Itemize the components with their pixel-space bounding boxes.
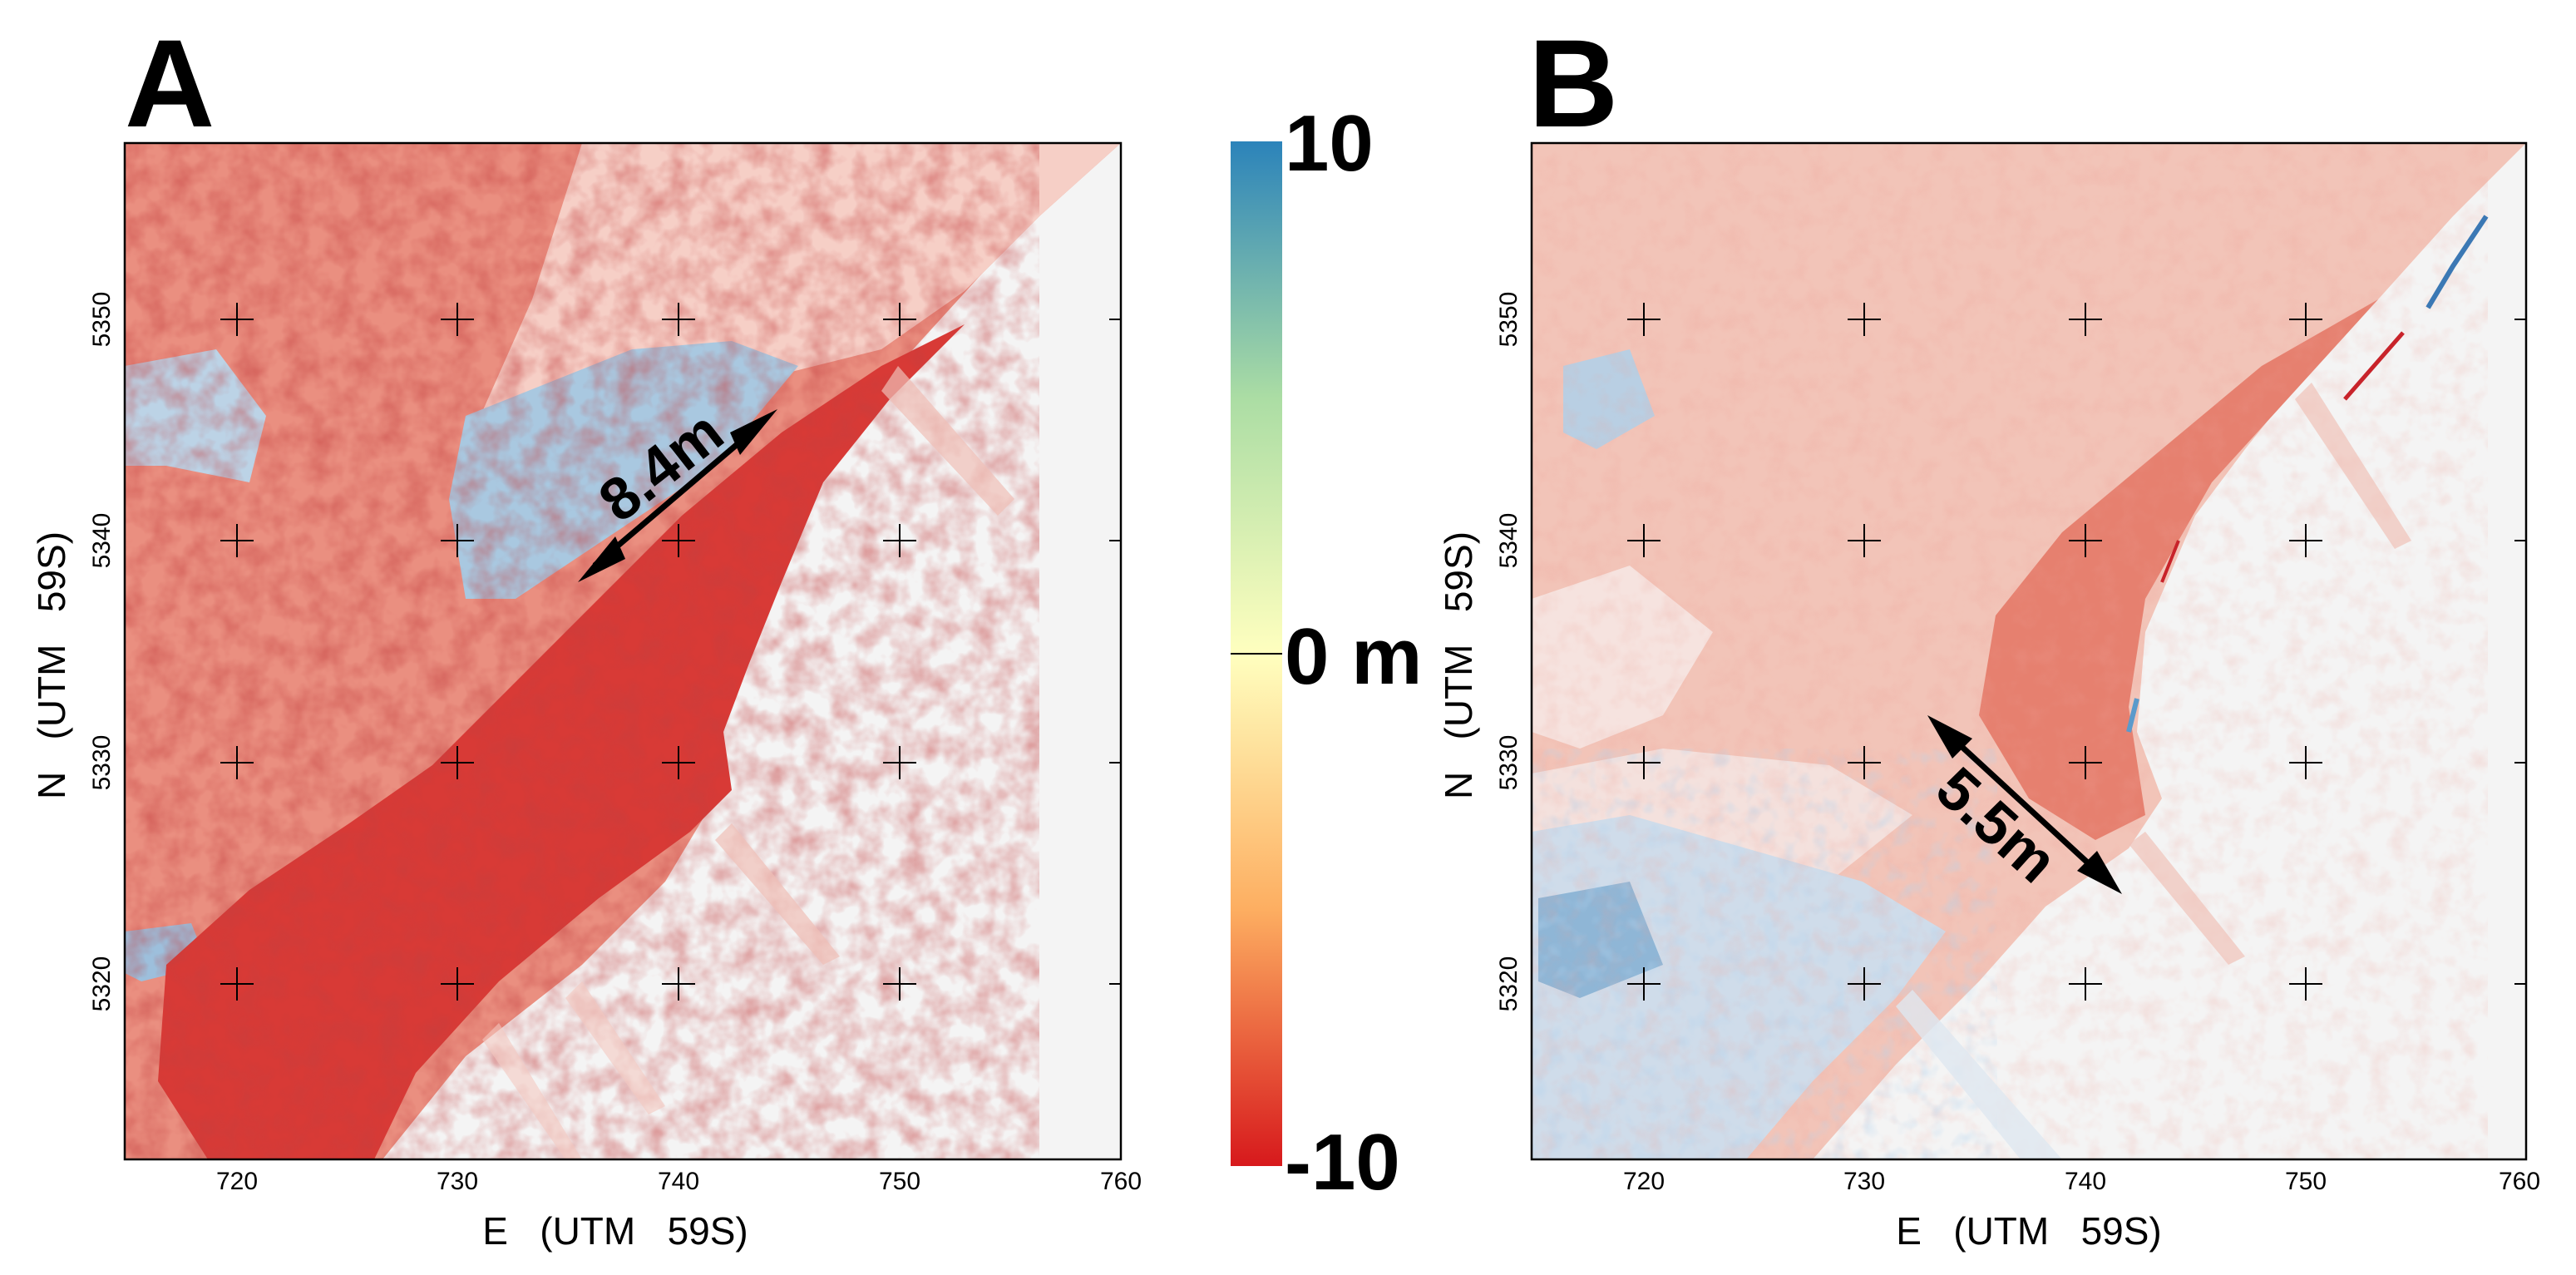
colorbar: 10 0 m -10 bbox=[1231, 99, 1422, 1207]
panel-a-map bbox=[125, 143, 1121, 1159]
x-tick: 720 bbox=[1623, 1168, 1665, 1195]
panel-a-frame bbox=[123, 141, 1123, 1161]
x-tick: 730 bbox=[437, 1168, 478, 1195]
y-tick: 5320 bbox=[1495, 956, 1522, 1012]
y-tick: 5340 bbox=[88, 513, 116, 569]
x-tick: 740 bbox=[658, 1168, 699, 1195]
panel-b-frame bbox=[1530, 141, 2528, 1161]
panel-a: A 720 730 bbox=[30, 13, 1142, 1253]
panel-b-map bbox=[1532, 143, 2526, 1159]
panel-b-y-ticks: 5320 5330 5340 5350 bbox=[1495, 292, 1522, 1012]
panel-b-grid-crosses bbox=[1627, 303, 2526, 1001]
colorbar-zero-label: 0 m bbox=[1285, 612, 1422, 701]
panel-b-letter: B bbox=[1528, 13, 1618, 153]
colorbar-max-label: 10 bbox=[1285, 99, 1374, 188]
panel-a-x-axis-label: E (UTM 59S) bbox=[482, 1209, 748, 1253]
colorbar-min-label: -10 bbox=[1285, 1118, 1400, 1207]
x-tick: 760 bbox=[1100, 1168, 1142, 1195]
panel-a-letter: A bbox=[125, 13, 215, 153]
y-tick: 5350 bbox=[1495, 292, 1522, 348]
y-tick: 5350 bbox=[88, 292, 116, 348]
panel-b: B 72 bbox=[1437, 13, 2540, 1253]
y-tick: 5340 bbox=[1495, 513, 1522, 569]
y-tick: 5330 bbox=[88, 735, 116, 791]
panel-a-grid-crosses bbox=[220, 303, 1121, 1001]
x-tick: 760 bbox=[2499, 1168, 2540, 1195]
x-tick: 720 bbox=[216, 1168, 258, 1195]
x-tick: 740 bbox=[2065, 1168, 2106, 1195]
panel-b-x-ticks: 720 730 740 750 760 bbox=[1623, 1168, 2540, 1195]
panel-a-y-axis-label: N (UTM 59S) bbox=[30, 531, 73, 799]
panel-b-x-axis-label: E (UTM 59S) bbox=[1896, 1209, 2161, 1253]
panel-b-y-axis-label: N (UTM 59S) bbox=[1437, 531, 1480, 799]
panel-a-y-ticks: 5320 5330 5340 5350 bbox=[88, 292, 116, 1012]
x-tick: 750 bbox=[2285, 1168, 2327, 1195]
y-tick: 5330 bbox=[1495, 735, 1522, 791]
x-tick: 750 bbox=[879, 1168, 920, 1195]
y-tick: 5320 bbox=[88, 956, 116, 1012]
panel-a-x-ticks: 720 730 740 750 760 bbox=[216, 1168, 1142, 1195]
x-tick: 730 bbox=[1843, 1168, 1885, 1195]
